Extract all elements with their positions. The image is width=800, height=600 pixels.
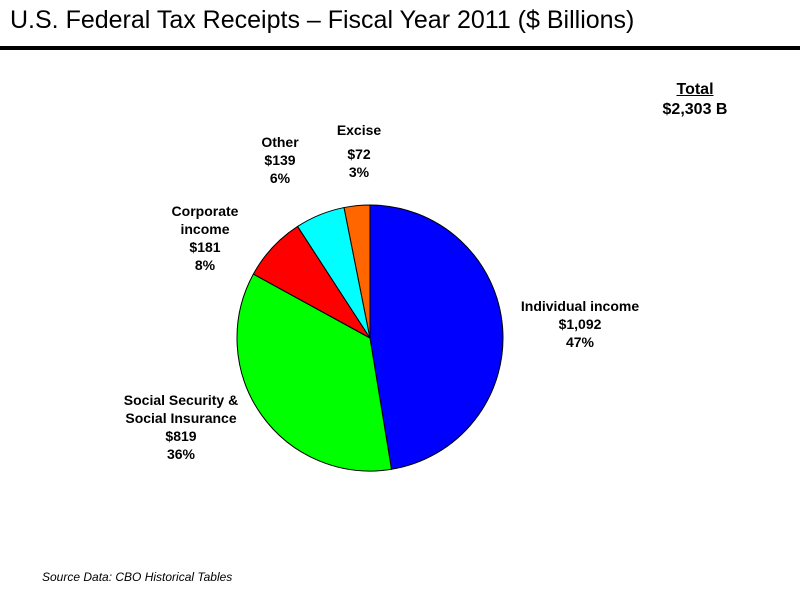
total-heading: Total [676,81,714,98]
pie-slice-individual-income [369,204,504,470]
slice-label-name-line2: Social Insurance [125,410,237,426]
source-note: Source Data: CBO Historical Tables [42,570,233,584]
slice-label-name: Individual income [520,298,640,314]
slice-label-name-line2: income [180,221,230,237]
title-divider [0,46,800,50]
page-title: U.S. Federal Tax Receipts – Fiscal Year … [10,6,635,34]
pie-slice-excise [343,204,371,339]
pie-slices [236,204,504,472]
slice-label-individual-income: Individual income $1,092 47% [505,297,655,351]
slice-label-name: Excise [336,122,382,138]
slice-label-percent: 3% [348,164,370,180]
slice-label-value: $139 [264,152,296,168]
slice-label-percent: 6% [269,170,291,186]
slice-label-value: $181 [189,239,221,255]
slice-label-name: Other [261,134,299,150]
total-value: $2,303 B [662,101,728,118]
slice-label-value: $72 [347,146,371,162]
slice-label-percent: 36% [166,446,196,462]
slice-label-percent: 47% [565,334,595,350]
pie-slice-social-security-social-insurance [236,273,393,472]
slice-label-other: Other $139 6% [255,133,305,187]
slice-label-social-security: Social Security & Social Insurance $819 … [96,391,266,463]
slice-label-corporate-income: Corporate income $181 8% [160,202,250,274]
slice-label-value: $1,092 [558,316,602,332]
slice-label-percent: 8% [194,257,216,273]
slice-label-value: $819 [165,428,197,444]
slice-label-excise: Excise $72 3% [328,121,390,181]
slice-label-name: Corporate [171,203,239,219]
slice-label-name: Social Security & [123,392,239,408]
total-box: Total $2,303 B [630,80,760,120]
